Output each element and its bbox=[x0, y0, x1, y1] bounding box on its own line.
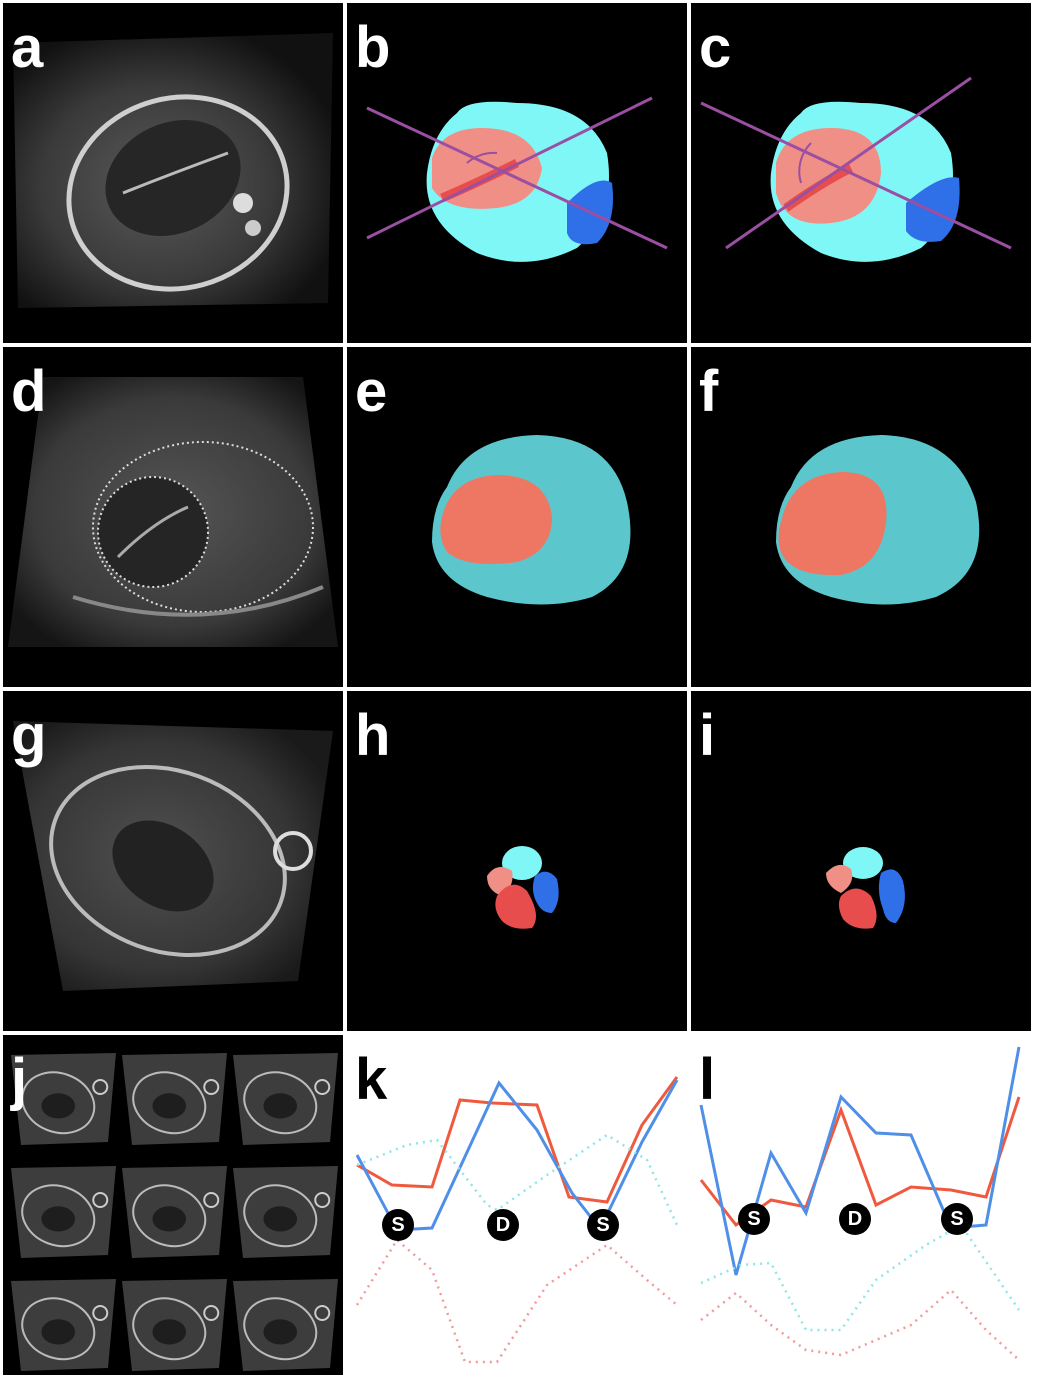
systole-marker-2: S bbox=[587, 1209, 619, 1241]
ultrasound-image-a: a bbox=[3, 3, 343, 343]
segmentation-with-axis-b bbox=[366, 96, 668, 262]
ultrasound-image-d: d bbox=[3, 347, 343, 687]
frame-thumbnail bbox=[233, 1279, 338, 1371]
area-curve-plot-l: l S D S bbox=[691, 1035, 1031, 1375]
segmentation-image-e: e bbox=[347, 347, 687, 687]
segmentation-four-chamber-h bbox=[487, 846, 559, 929]
segmentation-image-f: f bbox=[691, 347, 1031, 687]
area-curves-k bbox=[355, 1076, 679, 1364]
frame-thumbnail bbox=[122, 1166, 227, 1258]
frame-thumbnail bbox=[122, 1053, 227, 1145]
ultrasound-image-g: g bbox=[3, 691, 343, 1031]
panel-label-j: j bbox=[11, 1047, 28, 1112]
panel-label-k: k bbox=[355, 1047, 388, 1112]
ultrasound-annotated-view bbox=[8, 377, 338, 647]
frame-thumbnail bbox=[122, 1279, 227, 1371]
ultrasound-four-chamber-view bbox=[13, 33, 333, 308]
segmentation-image-i: i bbox=[691, 691, 1031, 1031]
diastole-marker: D bbox=[839, 1203, 871, 1235]
panel-label-e: e bbox=[355, 359, 388, 424]
panel-label-b: b bbox=[355, 15, 391, 80]
diastole-marker: D bbox=[487, 1209, 519, 1241]
area-curve-plot-k: k S D S bbox=[347, 1035, 687, 1375]
segmentation-image-c: c bbox=[691, 3, 1031, 343]
segmentation-two-region-f bbox=[776, 435, 980, 605]
frame-thumbnail bbox=[11, 1053, 116, 1145]
panel-label-a: a bbox=[11, 15, 44, 80]
ultrasound-fan-view bbox=[13, 721, 333, 991]
frame-thumbnail bbox=[233, 1053, 338, 1145]
segmentation-four-chamber-i bbox=[826, 847, 905, 929]
segmentation-image-h: h bbox=[347, 691, 687, 1031]
frame-thumbnail bbox=[233, 1166, 338, 1258]
systole-marker-2: S bbox=[941, 1203, 973, 1235]
frame-thumbnail bbox=[11, 1166, 116, 1258]
panel-label-c: c bbox=[699, 15, 732, 80]
panel-label-l: l bbox=[699, 1047, 716, 1112]
panel-label-f: f bbox=[699, 359, 719, 424]
panel-label-d: d bbox=[11, 359, 47, 424]
segmentation-with-axis-c bbox=[700, 76, 1012, 262]
systole-marker-1: S bbox=[382, 1209, 414, 1241]
segmentation-image-b: b bbox=[347, 3, 687, 343]
panel-label-g: g bbox=[11, 703, 47, 768]
frame-thumbnail bbox=[11, 1279, 116, 1371]
segmentation-two-region-e bbox=[432, 435, 631, 605]
panel-label-h: h bbox=[355, 703, 391, 768]
systole-marker-1: S bbox=[738, 1203, 770, 1235]
panel-label-i: i bbox=[699, 703, 716, 768]
frame-thumbnail-grid bbox=[11, 1053, 338, 1371]
ultrasound-frame-sequence-j: j bbox=[3, 1035, 343, 1375]
